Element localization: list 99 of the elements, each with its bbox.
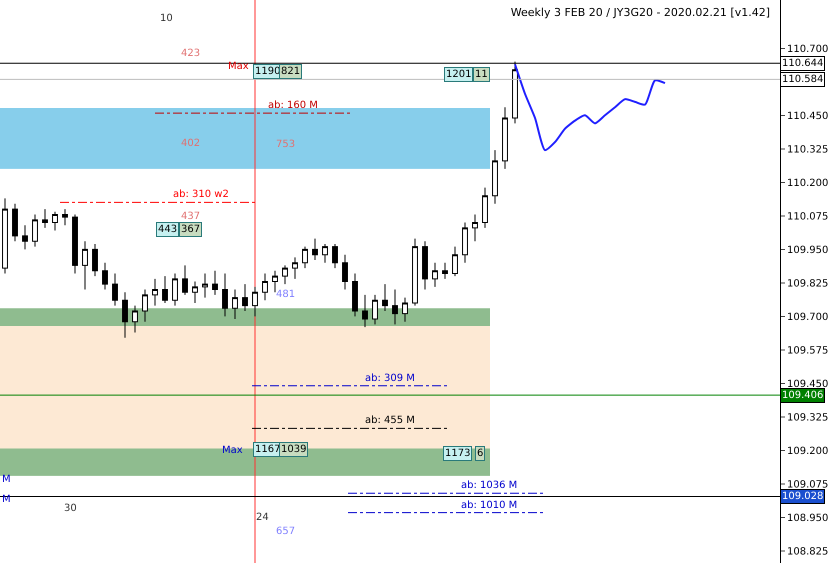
y-tick-label: 109.825 bbox=[787, 278, 828, 290]
ref-line-label: 109.028 bbox=[782, 491, 824, 502]
annotation: M bbox=[2, 494, 11, 505]
annotation: ab: 1036 M bbox=[461, 480, 518, 491]
candlestick bbox=[432, 262, 438, 288]
candlestick bbox=[62, 208, 68, 226]
annotation: ab: 160 M bbox=[268, 100, 318, 111]
candlestick bbox=[272, 270, 278, 293]
candlestick bbox=[362, 294, 368, 328]
candlestick bbox=[502, 106, 508, 170]
annotation: 481 bbox=[276, 289, 296, 300]
candlestick bbox=[102, 262, 108, 290]
candlestick bbox=[142, 289, 148, 322]
annotation: Max bbox=[222, 445, 243, 456]
candlestick bbox=[82, 240, 88, 290]
annotation: ab: 310 w2 bbox=[173, 189, 229, 200]
candlestick bbox=[402, 297, 408, 322]
candlestick bbox=[122, 292, 128, 338]
annotation: 6 bbox=[477, 448, 484, 459]
candlestick bbox=[312, 238, 318, 261]
candlestick bbox=[152, 278, 158, 306]
candlestick bbox=[22, 224, 28, 250]
annotation: 367 bbox=[181, 224, 200, 235]
annotation: 10 bbox=[160, 13, 173, 24]
candlestick bbox=[192, 281, 198, 304]
y-tick-label: 109.450 bbox=[787, 378, 828, 390]
y-tick-label: 109.575 bbox=[787, 345, 828, 356]
annotation: 821 bbox=[281, 66, 300, 77]
candlestick bbox=[262, 272, 268, 301]
y-tick-label: 110.325 bbox=[787, 144, 828, 156]
candlestick bbox=[172, 272, 178, 306]
candlestick bbox=[352, 272, 358, 317]
candlestick bbox=[462, 222, 468, 264]
ref-line-label: 110.644 bbox=[782, 58, 824, 69]
candlestick bbox=[52, 211, 58, 232]
y-tick-label: 109.950 bbox=[787, 244, 828, 256]
candlestick bbox=[332, 243, 338, 269]
ref-line-label: 110.584 bbox=[782, 74, 824, 85]
candlestick bbox=[92, 243, 98, 277]
annotation: 11 bbox=[475, 69, 488, 80]
candlestick bbox=[282, 264, 288, 285]
y-tick-label: 109.700 bbox=[787, 312, 828, 323]
candlestick bbox=[322, 243, 328, 264]
annotation: ab: 1010 M bbox=[461, 500, 518, 511]
candlestick bbox=[342, 254, 348, 290]
candlestick bbox=[162, 276, 168, 304]
y-tick-label: 109.200 bbox=[787, 446, 828, 457]
candlestick bbox=[392, 289, 398, 325]
ref-line-label: 109.406 bbox=[782, 390, 824, 401]
annotation: 24 bbox=[256, 512, 269, 523]
y-tick-label: 108.950 bbox=[787, 512, 828, 524]
candlestick bbox=[472, 214, 478, 242]
candlestick bbox=[482, 187, 488, 228]
y-tick-label: 108.825 bbox=[787, 546, 828, 558]
annotation: 1167 bbox=[255, 444, 280, 455]
candlestick bbox=[32, 214, 38, 248]
candlestick bbox=[202, 272, 208, 298]
candlestick bbox=[232, 289, 238, 320]
y-tick-label: 110.450 bbox=[787, 110, 828, 122]
candlestick bbox=[222, 272, 228, 317]
candlestick bbox=[292, 256, 298, 280]
annotation: 657 bbox=[276, 526, 296, 537]
annotation: 437 bbox=[181, 211, 200, 222]
y-tick-label: 110.700 bbox=[787, 44, 828, 55]
candlestick bbox=[382, 284, 388, 312]
annotation: 443 bbox=[158, 224, 178, 235]
candlestick bbox=[252, 286, 258, 317]
y-tick-label: 109.325 bbox=[787, 412, 828, 424]
text: Weekly 3 FEB 20 / JY3G20 - 2020.02.21 [v1.42] bbox=[510, 6, 770, 20]
annotation: 423 bbox=[181, 48, 200, 59]
candlestick bbox=[212, 270, 218, 296]
candlestick bbox=[242, 284, 248, 312]
candlestick bbox=[372, 294, 378, 325]
annotation: 753 bbox=[276, 139, 296, 150]
candlestick bbox=[412, 238, 418, 306]
candlestick bbox=[302, 246, 308, 269]
annotation: 1039 bbox=[281, 444, 306, 455]
annotation: 402 bbox=[181, 138, 200, 149]
y-tick-label: 110.075 bbox=[787, 211, 828, 222]
candlestick bbox=[422, 240, 428, 290]
candlestick bbox=[72, 214, 78, 274]
y-tick-label: 109.075 bbox=[787, 479, 828, 490]
candlestick bbox=[132, 305, 138, 333]
candlestick bbox=[182, 264, 188, 296]
candlestick bbox=[442, 262, 448, 280]
candlestick bbox=[112, 272, 118, 306]
annotation: Max bbox=[228, 61, 249, 72]
annotation: M bbox=[2, 474, 11, 485]
annotation: ab: 309 M bbox=[365, 373, 415, 384]
annotation: ab: 455 M bbox=[365, 415, 415, 426]
annotation: 30 bbox=[64, 503, 77, 514]
candlestick bbox=[492, 150, 498, 204]
y-tick-label: 110.200 bbox=[787, 178, 828, 189]
candlestick bbox=[452, 246, 458, 277]
line-series bbox=[514, 63, 666, 152]
candlestick bbox=[42, 208, 48, 228]
candlestick bbox=[12, 203, 18, 242]
annotation: 1173 bbox=[445, 448, 470, 459]
annotation: 1201 bbox=[446, 69, 472, 80]
